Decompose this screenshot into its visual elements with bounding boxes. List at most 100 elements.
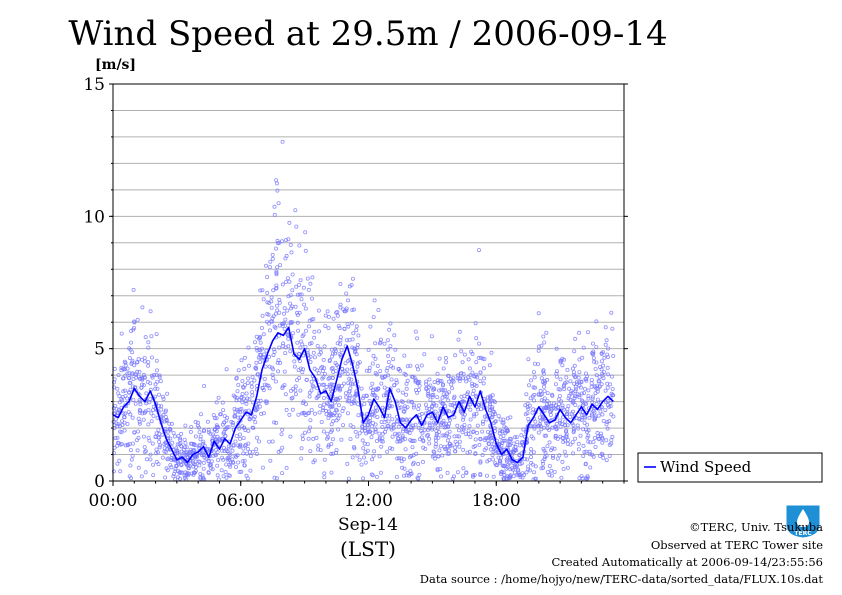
scatter-point [346, 324, 351, 329]
scatter-point [190, 441, 195, 446]
scatter-point [498, 434, 503, 439]
scatter-point [573, 389, 578, 394]
scatter-point [538, 422, 543, 427]
scatter-point [352, 398, 357, 403]
scatter-point [419, 363, 424, 368]
scatter-point [142, 359, 147, 364]
scatter-point [542, 380, 547, 385]
scatter-point [288, 434, 293, 439]
scatter-point [391, 357, 396, 362]
scatter-point [305, 411, 310, 416]
scatter-point [421, 439, 426, 444]
scatter-point [257, 335, 262, 340]
scatter-point [590, 413, 595, 418]
scatter-point [286, 237, 291, 242]
scatter-point [127, 441, 132, 446]
scatter-point [115, 424, 120, 429]
scatter-point [284, 407, 289, 412]
scatter-point [388, 446, 393, 451]
scatter-point [326, 325, 331, 330]
scatter-point [561, 383, 566, 388]
scatter-point [609, 441, 614, 446]
scatter-point [411, 460, 416, 465]
scatter-point [351, 307, 356, 312]
scatter-point [128, 412, 133, 417]
scatter-point [459, 399, 464, 404]
scatter-point [206, 430, 211, 435]
scatter-point [367, 398, 372, 403]
scatter-point [260, 355, 265, 360]
x-axis-ticks: 00:00 06:00 12:00 18:00 [89, 481, 625, 511]
scatter-point [478, 436, 483, 441]
scatter-point [270, 256, 275, 261]
scatter-point [373, 405, 378, 410]
scatter-point [403, 447, 408, 452]
scatter-point [610, 374, 615, 379]
scatter-point [297, 351, 302, 356]
scatter-point [115, 435, 120, 440]
scatter-point [594, 360, 599, 365]
scatter-point [263, 364, 268, 369]
scatter-point [336, 386, 341, 391]
scatter-point [449, 382, 454, 387]
scatter-point [367, 429, 372, 434]
scatter-point [121, 389, 126, 394]
scatter-point [532, 398, 537, 403]
scatter-point [150, 462, 155, 467]
scatter-point [363, 460, 368, 465]
scatter-point [392, 422, 397, 427]
scatter-point [474, 411, 479, 416]
scatter-point [419, 435, 424, 440]
scatter-point [236, 460, 241, 465]
scatter-point [599, 351, 604, 356]
scatter-point [127, 375, 132, 380]
scatter-point [372, 449, 377, 454]
scatter-point [143, 335, 148, 340]
scatter-point [308, 418, 313, 423]
scatter-point [606, 372, 611, 377]
scatter-point [288, 388, 293, 393]
scatter-point [490, 412, 495, 417]
scatter-point [553, 433, 558, 438]
scatter-point [499, 455, 504, 460]
scatter-point [434, 442, 439, 447]
scatter-point [604, 458, 609, 463]
scatter-point [140, 305, 145, 310]
scatter-point [388, 321, 393, 326]
scatter-point [131, 376, 136, 381]
scatter-point [571, 426, 576, 431]
scatter-point [288, 293, 293, 298]
scatter-point [586, 388, 591, 393]
scatter-point [148, 397, 153, 402]
scatter-point [292, 364, 297, 369]
scatter-point [223, 470, 228, 475]
scatter-point [476, 248, 481, 253]
scatter-point [487, 402, 492, 407]
scatter-point [183, 423, 188, 428]
scatter-point [422, 352, 427, 357]
scatter-point [609, 438, 614, 443]
scatter-point [453, 449, 458, 454]
scatter-point [365, 442, 370, 447]
scatter-point [558, 420, 563, 425]
scatter-point [221, 431, 226, 436]
scatter-point [159, 404, 164, 409]
scatter-point [306, 429, 311, 434]
scatter-point [246, 376, 251, 381]
scatter-point [356, 413, 361, 418]
scatter-point [116, 391, 121, 396]
scatter-point [130, 453, 135, 458]
scatter-point [539, 398, 544, 403]
scatter-point [277, 345, 282, 350]
scatter-point [361, 455, 366, 460]
scatter-point [315, 447, 320, 452]
scatter-point [266, 312, 271, 317]
scatter-point [246, 441, 251, 446]
scatter-point [588, 465, 593, 470]
scatter-point [590, 452, 595, 457]
scatter-point [567, 386, 572, 391]
scatter-point [402, 353, 407, 358]
scatter-point [400, 434, 405, 439]
scatter-point [260, 288, 265, 293]
scatter-point [401, 473, 406, 478]
